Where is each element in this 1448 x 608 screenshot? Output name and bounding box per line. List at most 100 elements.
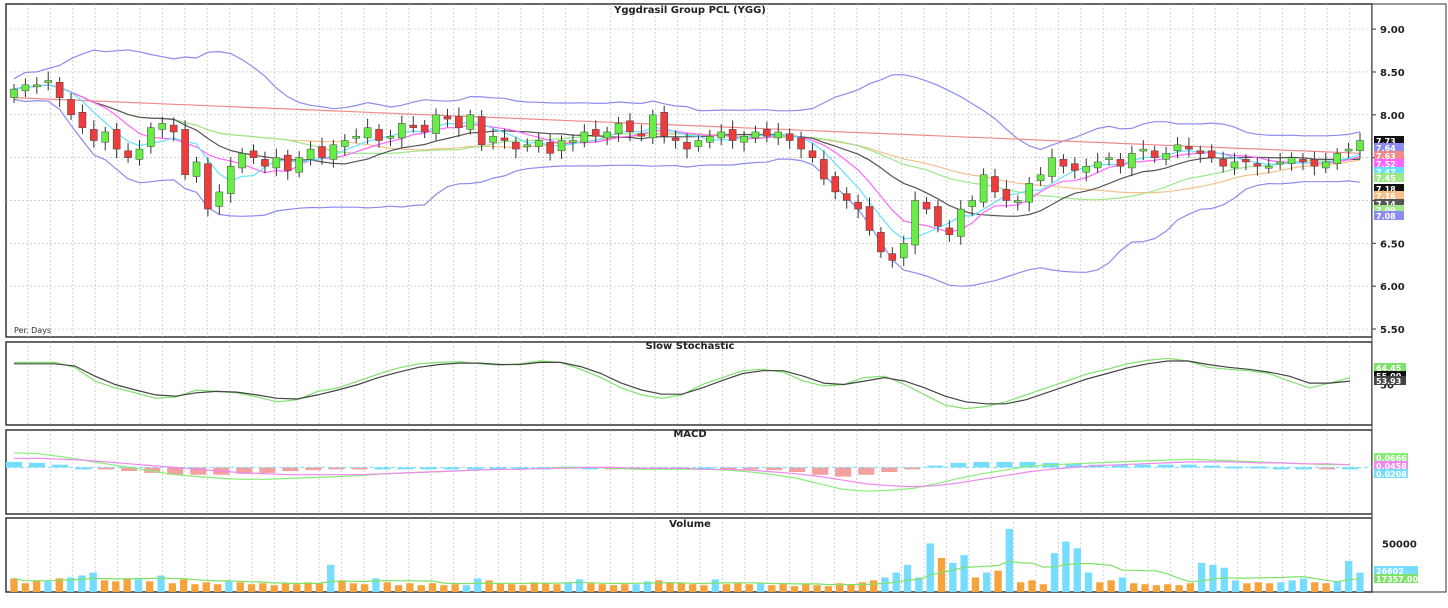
volume-bar <box>666 582 674 592</box>
volume-bar <box>428 583 437 592</box>
volume-bar <box>474 578 482 592</box>
macd-histogram-bar <box>1065 463 1082 468</box>
volume-bar <box>949 562 957 592</box>
volume-bar <box>496 583 505 592</box>
macd-histogram-bar <box>1272 467 1289 470</box>
volume-ma-line <box>13 560 1361 586</box>
candle-body <box>295 157 303 173</box>
candle-body <box>820 159 828 180</box>
volume-bar <box>462 585 471 592</box>
volume-bar <box>1254 582 1262 592</box>
candle-body <box>1116 159 1125 167</box>
volume-bar <box>994 570 1002 592</box>
last-value-badge <box>1374 371 1406 380</box>
last-value-label: 7.47 <box>1376 168 1396 177</box>
candle-body <box>660 111 668 137</box>
last-value-label: 7.09 <box>1376 206 1396 215</box>
last-value-badge <box>1374 151 1404 160</box>
volume-bar <box>621 584 629 592</box>
volume-bar <box>259 583 267 592</box>
macd-histogram-bar <box>581 467 598 470</box>
volume-bar <box>1288 580 1296 592</box>
macd-histogram-bar <box>259 467 276 473</box>
volume-bar <box>768 585 776 592</box>
last-value-badge <box>1374 167 1404 176</box>
macd-histogram-bar <box>835 467 852 477</box>
candle-body <box>1207 150 1216 158</box>
volume-bar <box>383 582 391 592</box>
macd-histogram-bar <box>374 467 391 470</box>
volume-bar <box>530 582 538 592</box>
volume-bar <box>1311 582 1319 592</box>
volume-bar <box>1299 578 1308 592</box>
volume-bar <box>78 575 86 592</box>
volume-bar <box>655 580 663 592</box>
bollinger-upper <box>13 49 1361 151</box>
volume-bar <box>417 585 425 592</box>
macd-histogram-bar <box>1157 464 1174 468</box>
macd-histogram-bar <box>190 467 207 475</box>
candle-body <box>33 84 41 88</box>
candle-body <box>272 157 281 169</box>
volume-bar <box>926 543 934 592</box>
macd-histogram-bar <box>1111 464 1128 468</box>
macd-histogram-bar <box>904 467 921 470</box>
candle-body <box>1105 157 1113 160</box>
last-value-badge <box>1374 461 1408 470</box>
volume-bar <box>236 582 244 592</box>
candle-body <box>877 231 885 253</box>
volume-bar <box>711 579 719 592</box>
macd-panel <box>5 452 1372 492</box>
volume-bar <box>1220 567 1228 592</box>
volume-bar <box>191 584 199 592</box>
candle-body <box>409 124 418 128</box>
last-value-badge <box>1374 469 1408 478</box>
volume-bar <box>598 584 606 592</box>
candle-body <box>443 116 452 120</box>
candle-body <box>466 114 475 130</box>
volume-bar <box>609 585 618 592</box>
volume-bar <box>1175 585 1183 592</box>
volume-bar <box>247 584 256 592</box>
macd-histogram-bar <box>420 467 437 470</box>
volume-bar <box>1164 584 1172 592</box>
volume-bar <box>1130 583 1138 592</box>
macd-histogram-bar <box>121 467 138 472</box>
volume-bar <box>304 582 312 592</box>
candle-body <box>226 165 235 194</box>
macd-histogram-bar <box>236 467 253 474</box>
candle-body <box>637 133 646 137</box>
last-value-badge <box>1374 453 1408 462</box>
volume-bar <box>836 583 844 592</box>
macd-histogram-bar <box>28 462 46 468</box>
sma-long-line <box>13 97 1361 154</box>
candle-body <box>1093 161 1102 169</box>
candle-body <box>169 124 178 133</box>
candle-body <box>774 131 783 139</box>
volume-bar <box>1028 580 1036 592</box>
last-value-badge <box>1374 574 1418 583</box>
volume-bar <box>564 582 572 592</box>
volume-bar <box>1209 564 1217 592</box>
candle-body <box>147 127 155 147</box>
volume-bar <box>1050 553 1059 592</box>
last-value-label: 7.63 <box>1376 152 1396 161</box>
volume-bar <box>146 581 154 592</box>
right-axis-frame <box>1371 3 1447 593</box>
volume-bar <box>869 580 878 592</box>
candle-body <box>1071 163 1079 171</box>
candle-body <box>580 131 589 143</box>
volume-bar <box>1062 541 1070 592</box>
candle-body <box>1230 161 1239 169</box>
macd-histogram-bar <box>443 467 460 470</box>
volume-bar <box>32 580 41 592</box>
macd-line <box>13 452 1350 492</box>
volume-bar <box>1231 580 1240 592</box>
panel-frames <box>5 3 1447 593</box>
candle-body <box>1036 174 1045 182</box>
candle-body <box>1048 157 1056 177</box>
stochastic-panel-title: Slow Stochastic <box>646 341 735 352</box>
volume-bar <box>100 580 109 592</box>
last-value-label: 7.18 <box>1376 185 1396 194</box>
